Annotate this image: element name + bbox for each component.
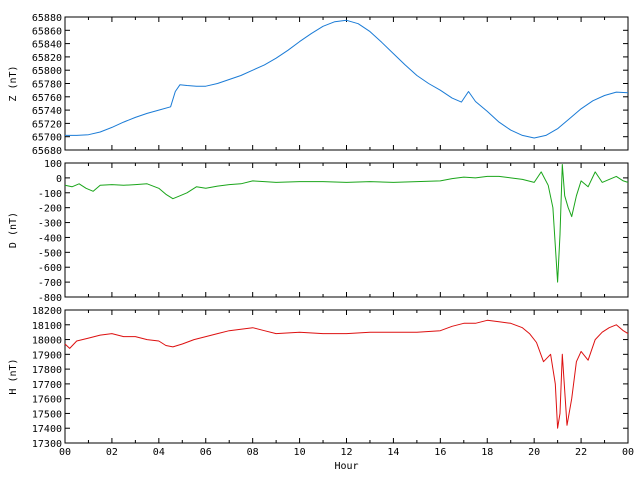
y-tick-label: 17500 bbox=[32, 409, 62, 420]
y-tick-label: -800 bbox=[38, 293, 62, 304]
y-axis-title: D (nT) bbox=[8, 212, 19, 248]
h-panel: 1730017400175001760017700178001790018000… bbox=[8, 306, 634, 472]
y-axis-title: H (nT) bbox=[8, 358, 19, 394]
y-tick-label: 65820 bbox=[32, 53, 62, 64]
y-tick-label: 65700 bbox=[32, 133, 62, 144]
x-axis-title: Hour bbox=[334, 461, 358, 472]
x-tick-label: 10 bbox=[294, 447, 306, 458]
x-tick-label: 08 bbox=[247, 447, 259, 458]
z-panel: 65680 65700 65720 65740 65760 65780 65800 65820… bbox=[8, 13, 629, 157]
x-tick-label: 02 bbox=[106, 447, 118, 458]
y-tick-label: -700 bbox=[38, 278, 62, 289]
y-tick-label: 65680 bbox=[32, 146, 62, 157]
y-tick-label: 65840 bbox=[32, 40, 62, 51]
y-tick-label: 17300 bbox=[32, 439, 62, 450]
x-tick-label: 20 bbox=[528, 447, 540, 458]
y-tick-label: 65720 bbox=[32, 119, 62, 130]
d-panel-series-line bbox=[64, 164, 629, 283]
y-tick-label: 17400 bbox=[32, 424, 62, 435]
y-tick-label: 0 bbox=[56, 174, 62, 185]
x-tick-label: 18 bbox=[481, 447, 493, 458]
y-tick-label: 65860 bbox=[32, 26, 62, 37]
x-tick-label: 04 bbox=[153, 447, 165, 458]
y-tick-label: 17900 bbox=[32, 350, 62, 361]
plot-frame bbox=[64, 16, 629, 151]
z-panel-series-line bbox=[65, 19, 629, 139]
x-tick-label: 06 bbox=[200, 447, 212, 458]
y-tick-label: -500 bbox=[38, 248, 62, 259]
y-tick-label: 65880 bbox=[32, 13, 62, 24]
y-tick-label: 65800 bbox=[32, 66, 62, 77]
y-tick-label: 18200 bbox=[32, 306, 62, 317]
plot-frame bbox=[64, 309, 629, 444]
y-tick-label: -600 bbox=[38, 263, 62, 274]
y-tick-label: -200 bbox=[38, 204, 62, 215]
x-tick-label: 22 bbox=[575, 447, 587, 458]
y-tick-label: 17800 bbox=[32, 365, 62, 376]
x-tick-label: 00 bbox=[59, 447, 71, 458]
y-tick-label: 18000 bbox=[32, 336, 62, 347]
x-tick-label: 00 bbox=[622, 447, 634, 458]
y-axis-title: Z (nT) bbox=[8, 65, 19, 101]
y-tick-label: 17700 bbox=[32, 380, 62, 391]
y-tick-label: -300 bbox=[38, 219, 62, 230]
x-tick-label: 12 bbox=[340, 447, 352, 458]
h-panel-series-line bbox=[64, 319, 629, 429]
x-tick-label: 14 bbox=[387, 447, 399, 458]
y-tick-label: 100 bbox=[44, 159, 62, 170]
y-tick-label: -400 bbox=[38, 233, 62, 244]
y-tick-label: -100 bbox=[38, 189, 62, 200]
d-panel: -800 -700 -600 -500 -400 -300 -200 -100 0 100 D (n… bbox=[8, 159, 629, 304]
y-tick-label: 65760 bbox=[32, 93, 62, 104]
plot-frame bbox=[64, 162, 629, 298]
y-tick-label: 65780 bbox=[32, 80, 62, 91]
x-tick-label: 16 bbox=[434, 447, 446, 458]
y-tick-label: 17600 bbox=[32, 395, 62, 406]
y-tick-label: 18100 bbox=[32, 321, 62, 332]
y-tick-label: 65740 bbox=[32, 106, 62, 117]
